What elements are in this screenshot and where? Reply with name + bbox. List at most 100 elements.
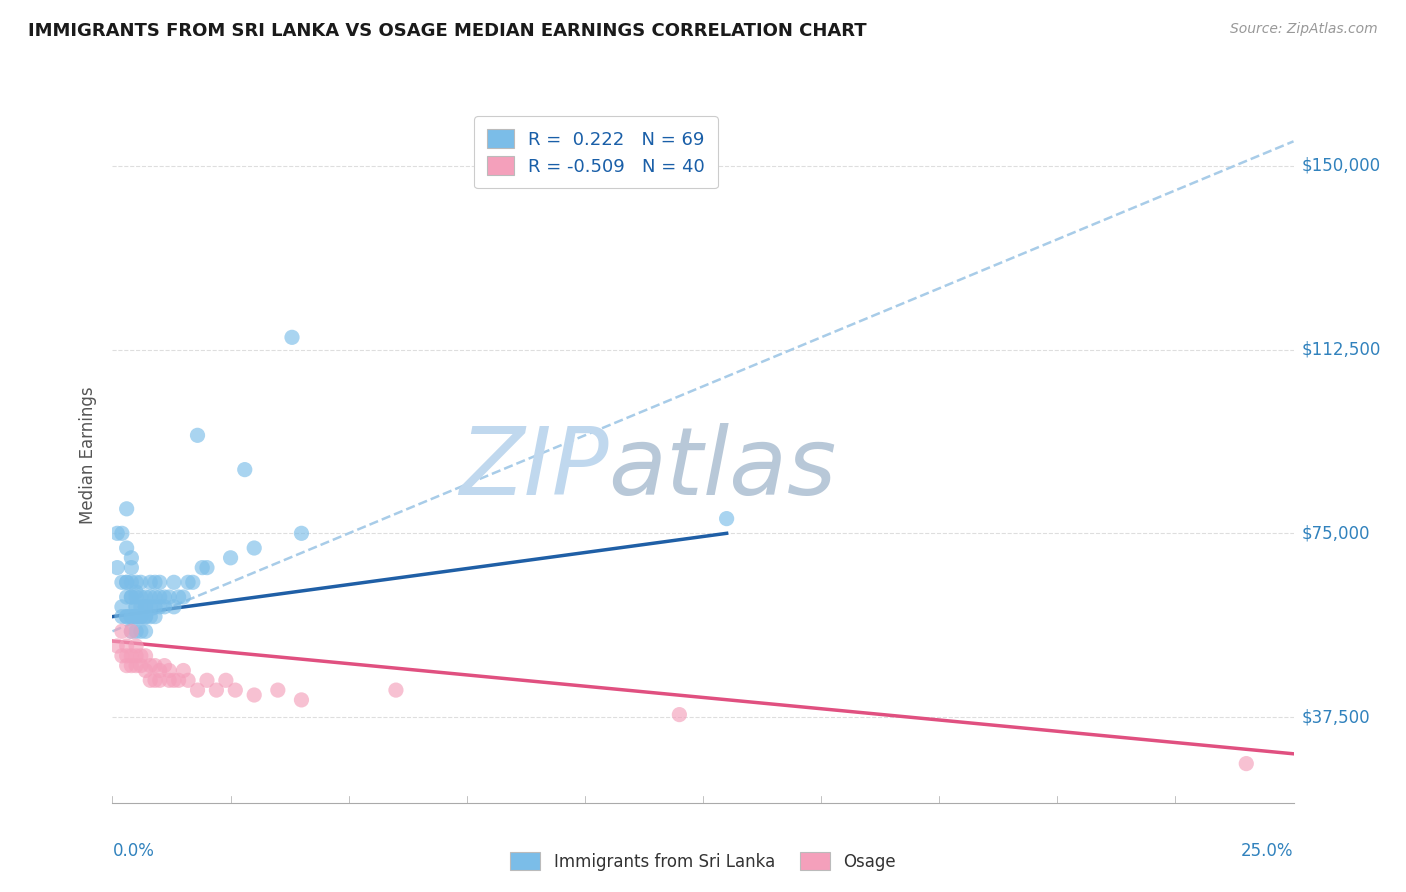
- Point: [120, 609, 142, 624]
- Point: [129, 609, 152, 624]
- Text: 25.0%: 25.0%: [1241, 842, 1294, 860]
- Point: [120, 590, 142, 604]
- Point: [153, 590, 176, 604]
- Point: [111, 575, 134, 590]
- Legend: R =  0.222   N = 69, R = -0.509   N = 40: R = 0.222 N = 69, R = -0.509 N = 40: [474, 116, 717, 188]
- Point: [129, 624, 152, 639]
- Point: [111, 624, 134, 639]
- Point: [115, 639, 138, 653]
- Point: [115, 541, 138, 555]
- Text: $37,500: $37,500: [1302, 708, 1371, 726]
- Point: [157, 590, 180, 604]
- Point: [205, 683, 228, 698]
- Point: [120, 658, 142, 673]
- Point: [143, 658, 166, 673]
- Point: [125, 639, 148, 653]
- Point: [149, 590, 172, 604]
- Point: [139, 590, 162, 604]
- Point: [111, 648, 134, 663]
- Point: [129, 658, 152, 673]
- Point: [172, 590, 194, 604]
- Point: [290, 526, 312, 541]
- Point: [143, 609, 166, 624]
- Point: [149, 664, 172, 678]
- Point: [143, 673, 166, 688]
- Point: [143, 590, 166, 604]
- Point: [125, 624, 148, 639]
- Point: [125, 575, 148, 590]
- Point: [115, 575, 138, 590]
- Point: [195, 560, 218, 574]
- Point: [125, 658, 148, 673]
- Point: [129, 609, 152, 624]
- Point: [1234, 756, 1257, 771]
- Point: [153, 599, 176, 614]
- Point: [115, 501, 138, 516]
- Point: [115, 575, 138, 590]
- Point: [143, 599, 166, 614]
- Point: [111, 609, 134, 624]
- Point: [129, 590, 152, 604]
- Point: [125, 609, 148, 624]
- Point: [129, 599, 152, 614]
- Point: [135, 599, 157, 614]
- Point: [149, 673, 172, 688]
- Point: [157, 673, 180, 688]
- Point: [172, 664, 194, 678]
- Point: [139, 609, 162, 624]
- Point: [163, 599, 186, 614]
- Point: [115, 590, 138, 604]
- Point: [125, 585, 148, 599]
- Point: [115, 658, 138, 673]
- Text: $75,000: $75,000: [1302, 524, 1371, 542]
- Legend: Immigrants from Sri Lanka, Osage: Immigrants from Sri Lanka, Osage: [502, 844, 904, 880]
- Point: [153, 658, 176, 673]
- Point: [267, 683, 290, 698]
- Point: [224, 683, 246, 698]
- Text: Source: ZipAtlas.com: Source: ZipAtlas.com: [1230, 22, 1378, 37]
- Point: [139, 599, 162, 614]
- Point: [115, 609, 138, 624]
- Point: [233, 462, 256, 476]
- Point: [135, 609, 157, 624]
- Point: [135, 599, 157, 614]
- Point: [139, 658, 162, 673]
- Point: [149, 575, 172, 590]
- Point: [129, 648, 152, 663]
- Point: [120, 624, 142, 639]
- Point: [105, 560, 128, 574]
- Point: [290, 693, 312, 707]
- Point: [115, 609, 138, 624]
- Point: [668, 707, 690, 722]
- Point: [281, 330, 304, 344]
- Point: [125, 648, 148, 663]
- Point: [186, 428, 208, 442]
- Point: [135, 624, 157, 639]
- Text: atlas: atlas: [609, 424, 837, 515]
- Point: [125, 599, 148, 614]
- Point: [135, 648, 157, 663]
- Point: [243, 541, 266, 555]
- Point: [120, 648, 142, 663]
- Point: [111, 599, 134, 614]
- Point: [135, 609, 157, 624]
- Text: 0.0%: 0.0%: [112, 842, 155, 860]
- Text: $150,000: $150,000: [1302, 157, 1381, 175]
- Point: [125, 609, 148, 624]
- Point: [143, 575, 166, 590]
- Point: [243, 688, 266, 702]
- Point: [120, 624, 142, 639]
- Point: [195, 673, 218, 688]
- Point: [120, 560, 142, 574]
- Point: [215, 673, 238, 688]
- Point: [105, 639, 128, 653]
- Point: [181, 575, 204, 590]
- Point: [149, 599, 172, 614]
- Point: [120, 590, 142, 604]
- Text: IMMIGRANTS FROM SRI LANKA VS OSAGE MEDIAN EARNINGS CORRELATION CHART: IMMIGRANTS FROM SRI LANKA VS OSAGE MEDIA…: [28, 22, 866, 40]
- Point: [167, 673, 190, 688]
- Point: [135, 664, 157, 678]
- Point: [115, 648, 138, 663]
- Point: [129, 575, 152, 590]
- Point: [716, 511, 738, 525]
